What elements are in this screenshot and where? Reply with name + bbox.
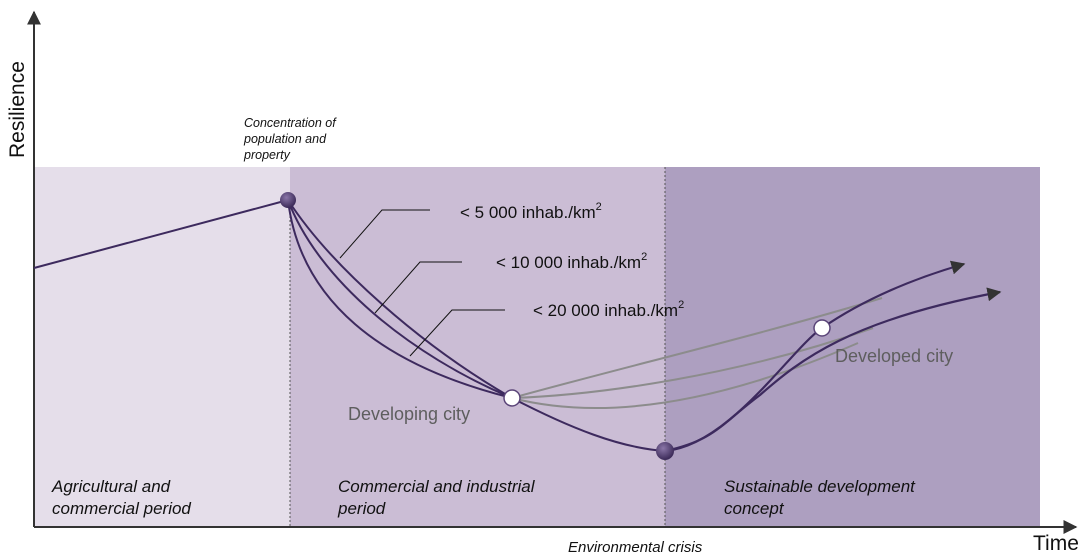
density-label-10000-text: < 10 000 inhab./km [496,253,641,272]
gray-curve-lower [511,342,859,409]
density-label-5000-text: < 5 000 inhab./km [460,203,596,222]
density-label-5000: < 5 000 inhab./km2 [460,201,602,222]
developed-city-label: Developed city [835,346,953,366]
concentration-note-line2: population and [243,132,327,146]
concentration-point-marker [280,192,296,208]
period-band-industrial [290,167,665,527]
gray-curve-middle [511,327,874,399]
density-label-10000-sup: 2 [641,251,647,263]
period-label-agricultural-line1: Agricultural and [51,477,171,496]
concentration-note: Concentration of population and property [243,116,339,162]
period-label-sustainable-line1: Sustainable development [724,477,916,496]
period-label-agricultural-line2: commercial period [52,499,191,518]
period-label-agricultural: Agricultural and commercial period [51,477,191,518]
developing-city-label: Developing city [348,404,470,424]
period-band-sustainable [665,167,1040,527]
concentration-note-line3: property [243,148,291,162]
density-curve-20000 [287,199,513,399]
x-axis-label: Time [1033,532,1079,555]
leader-line-5000 [339,209,430,259]
developing-to-crisis-curve [511,397,666,452]
leader-line-20000 [409,309,505,357]
concentration-note-line1: Concentration of [244,116,337,130]
developed-city-marker [813,319,831,337]
period-label-industrial-line1: Commercial and industrial [338,477,536,496]
period-band-agricultural [34,167,290,527]
gray-curve-upper [511,297,883,399]
density-label-20000-sup: 2 [678,299,684,311]
density-label-5000-sup: 2 [596,201,602,213]
agricultural-line [33,199,289,269]
leader-line-10000 [374,261,462,314]
period-label-industrial-line2: period [337,499,386,518]
y-axis-label: Resilience [6,61,29,158]
period-label-sustainable-line2: concept [724,499,785,518]
density-label-10000: < 10 000 inhab./km2 [496,251,647,272]
density-label-20000: < 20 000 inhab./km2 [533,299,684,320]
density-label-20000-text: < 20 000 inhab./km [533,301,678,320]
developing-city-marker [503,389,521,407]
period-label-sustainable: Sustainable development concept [724,477,920,518]
environmental-crisis-label: Environmental crisis [568,539,703,555]
crisis-point-marker [656,442,674,460]
density-curve-10000 [287,199,513,399]
recovery-curve-lower [664,287,1002,453]
density-curve-5000 [287,199,513,399]
period-label-industrial: Commercial and industrial period [337,477,539,518]
